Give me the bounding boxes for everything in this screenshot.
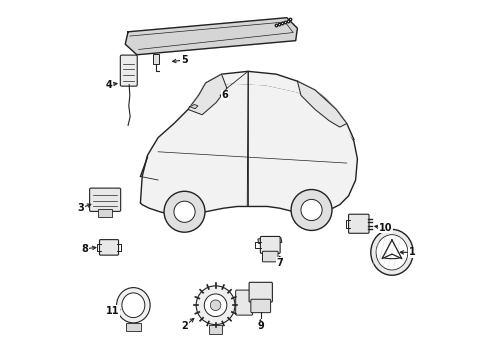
Text: 2: 2 <box>181 321 187 332</box>
Text: 6: 6 <box>221 90 228 100</box>
Text: 5: 5 <box>181 55 187 65</box>
Ellipse shape <box>375 235 407 270</box>
FancyBboxPatch shape <box>248 282 272 302</box>
Text: 8: 8 <box>81 244 88 254</box>
Polygon shape <box>198 71 353 139</box>
Circle shape <box>290 189 331 230</box>
Circle shape <box>204 294 226 316</box>
Polygon shape <box>140 83 357 215</box>
Text: 11: 11 <box>106 306 120 316</box>
FancyBboxPatch shape <box>262 251 278 262</box>
FancyBboxPatch shape <box>250 299 270 312</box>
Circle shape <box>300 199 322 221</box>
Polygon shape <box>297 81 346 127</box>
Text: 10: 10 <box>378 222 391 233</box>
Text: 4: 4 <box>105 80 112 90</box>
FancyBboxPatch shape <box>235 290 252 315</box>
Ellipse shape <box>370 229 412 275</box>
Text: 7: 7 <box>276 258 283 268</box>
Polygon shape <box>257 238 281 243</box>
Polygon shape <box>125 18 297 55</box>
Polygon shape <box>188 74 226 115</box>
Text: 9: 9 <box>257 321 263 332</box>
Circle shape <box>164 191 204 232</box>
FancyBboxPatch shape <box>260 237 280 253</box>
FancyBboxPatch shape <box>348 214 368 233</box>
FancyBboxPatch shape <box>99 240 118 255</box>
Bar <box>209 325 222 334</box>
Circle shape <box>210 300 221 311</box>
Ellipse shape <box>116 288 150 323</box>
Ellipse shape <box>122 293 144 318</box>
Bar <box>125 323 141 330</box>
Circle shape <box>174 201 195 222</box>
FancyBboxPatch shape <box>120 55 137 86</box>
Text: 3: 3 <box>77 203 83 213</box>
FancyBboxPatch shape <box>89 188 121 211</box>
Bar <box>98 209 112 217</box>
Circle shape <box>196 286 235 325</box>
Polygon shape <box>189 104 198 109</box>
Text: 1: 1 <box>408 247 415 257</box>
Bar <box>152 54 159 64</box>
